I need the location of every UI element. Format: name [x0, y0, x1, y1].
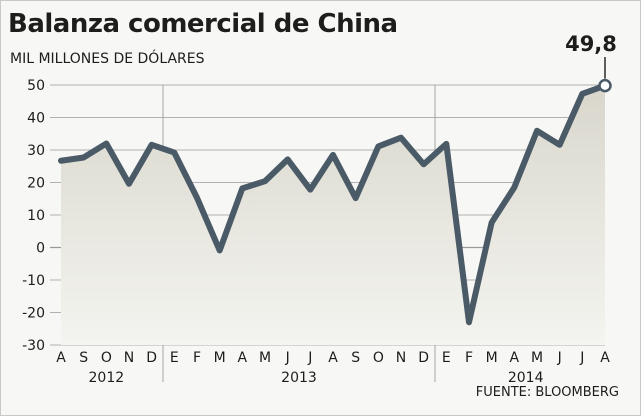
x-tick-label: E	[170, 350, 179, 366]
y-tick-label: 0	[36, 241, 45, 257]
x-tick-label: A	[238, 350, 248, 366]
x-tick-label: J	[557, 350, 562, 366]
last-value-annotation: 49,8	[565, 32, 617, 79]
x-tick-label: A	[510, 350, 520, 366]
y-tick-label: 50	[27, 78, 45, 94]
x-tick-label: D	[418, 350, 429, 366]
x-tick-label: A	[56, 350, 66, 366]
x-tick-label: M	[486, 350, 498, 366]
x-tick-label: N	[396, 350, 406, 366]
x-tick-label: O	[373, 350, 384, 366]
x-tick-label: J	[285, 350, 290, 366]
y-tick-label: -30	[22, 338, 45, 354]
area-layer	[61, 85, 605, 346]
x-tick-label: S	[79, 350, 88, 366]
line-layer	[58, 78, 612, 326]
x-tick-label: M	[214, 350, 226, 366]
x-tick-label: S	[351, 350, 360, 366]
year-labels: 2012 2013 2014	[89, 370, 544, 386]
year-label: 2012	[89, 370, 125, 386]
x-tick-label: A	[600, 350, 610, 366]
y-axis-ticks: 50 40 30 20 10 0 -10 -20 -30	[22, 78, 45, 354]
x-tick-label: F	[193, 350, 201, 366]
series-area	[61, 85, 605, 346]
y-tick-label: 40	[27, 111, 45, 127]
chart-subtitle: MIL MILLONES DE DÓLARES	[10, 51, 205, 67]
x-tick-label: J	[579, 350, 584, 366]
series-line	[58, 82, 608, 326]
y-tick-label: -20	[22, 306, 45, 322]
y-tick-label: -10	[22, 273, 45, 289]
x-tick-label: O	[101, 350, 112, 366]
source-note: FUENTE: BLOOMBERG	[475, 385, 619, 400]
y-tick-label: 20	[27, 176, 45, 192]
x-tick-label: D	[146, 350, 157, 366]
chart-title: Balanza comercial de China	[8, 9, 398, 39]
year-label: 2013	[281, 370, 317, 386]
year-label: 2014	[508, 370, 544, 386]
x-tick-label: N	[124, 350, 134, 366]
x-tick-label: F	[465, 350, 473, 366]
x-tick-label: M	[531, 350, 543, 366]
x-tick-label: E	[442, 350, 451, 366]
last-value-label: 49,8	[565, 32, 617, 56]
y-tick-label: 30	[27, 143, 45, 159]
last-point-marker	[598, 78, 612, 93]
x-tick-label: M	[259, 350, 271, 366]
x-tick-label: A	[328, 350, 338, 366]
y-tick-label: 10	[27, 208, 45, 224]
x-tick-label: J	[307, 350, 312, 366]
